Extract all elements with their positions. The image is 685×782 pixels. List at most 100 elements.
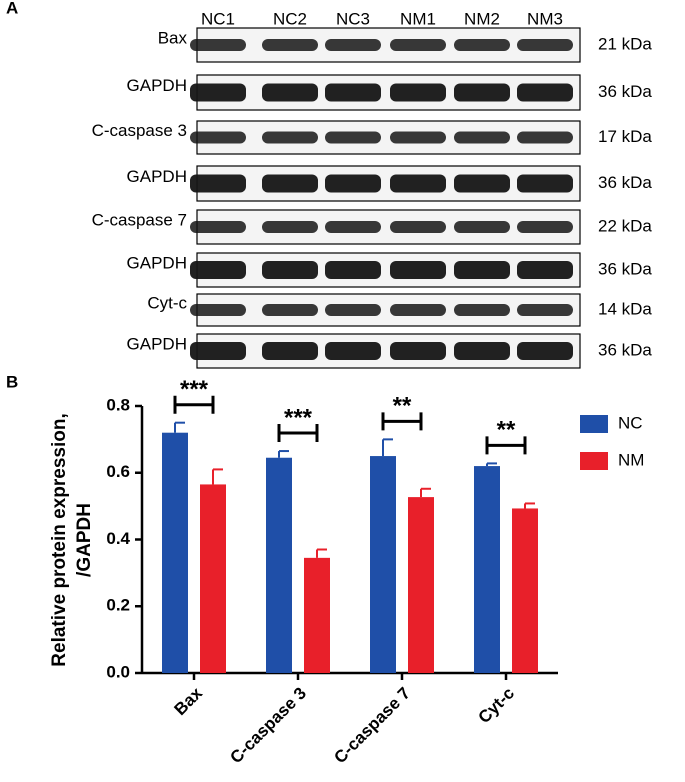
significance-label: ** <box>393 393 412 420</box>
band <box>190 83 246 102</box>
band <box>517 83 573 102</box>
bar <box>304 557 330 673</box>
significance-label: *** <box>284 404 313 431</box>
y-tick-label: 0.4 <box>106 529 130 548</box>
x-tick-label: C-caspase 7 <box>330 684 414 768</box>
y-tick-label: 0.0 <box>106 662 130 681</box>
band <box>390 304 446 316</box>
y-tick-label: 0.6 <box>106 462 130 481</box>
row-label: Cyt-c <box>147 293 187 312</box>
lane-label: NC2 <box>273 9 307 28</box>
band <box>454 174 510 193</box>
y-tick-label: 0.2 <box>106 596 130 615</box>
significance-bracket <box>277 424 319 443</box>
panel-label: B <box>6 372 18 391</box>
band <box>190 39 246 51</box>
band <box>517 221 573 233</box>
row-label: C-caspase 7 <box>92 210 187 229</box>
band <box>325 83 381 102</box>
lane-label: NM2 <box>464 9 500 28</box>
band <box>190 131 246 144</box>
band <box>454 221 510 233</box>
row-label: GAPDH <box>127 334 187 353</box>
blot <box>196 209 581 245</box>
band <box>517 304 573 316</box>
weight-label: 36 kDa <box>598 173 652 192</box>
band <box>517 131 573 144</box>
legend-label: NC <box>618 413 643 432</box>
band <box>454 39 510 51</box>
band <box>390 131 446 144</box>
weight-label: 14 kDa <box>598 299 652 318</box>
band <box>262 39 318 51</box>
blot <box>196 165 581 202</box>
band <box>390 83 446 102</box>
bar <box>200 484 226 673</box>
lane-label: NM1 <box>400 9 436 28</box>
band <box>325 342 381 360</box>
band <box>390 174 446 193</box>
band <box>390 39 446 51</box>
blot <box>196 120 581 155</box>
band <box>190 174 246 193</box>
y-axis-label-line: Relative protein expression, <box>49 413 70 666</box>
band <box>390 342 446 360</box>
band <box>325 39 381 51</box>
significance-label: *** <box>180 376 209 403</box>
band <box>262 174 318 193</box>
band <box>454 131 510 144</box>
band <box>454 83 510 102</box>
y-tick-label: 0.8 <box>106 395 130 414</box>
significance-bracket <box>381 412 423 431</box>
bar <box>266 457 292 673</box>
band <box>390 221 446 233</box>
row-label: Bax <box>158 28 188 47</box>
significance-bracket <box>173 395 215 414</box>
band <box>454 261 510 279</box>
y-axis-label-line: /GAPDH <box>74 503 95 577</box>
weight-label: 21 kDa <box>598 34 652 53</box>
band <box>325 221 381 233</box>
row-label: GAPDH <box>127 167 187 186</box>
weight-label: 36 kDa <box>598 340 652 359</box>
band <box>262 221 318 233</box>
legend-swatch <box>580 415 608 433</box>
blot <box>196 27 581 63</box>
band <box>517 174 573 193</box>
x-tick-label: C-caspase 3 <box>226 684 310 768</box>
band <box>325 261 381 279</box>
row-label: GAPDH <box>127 253 187 272</box>
bar <box>370 456 396 673</box>
y-axis-label: Relative protein expression,/GAPDH <box>49 413 95 666</box>
x-tick-label: Cyt-c <box>475 684 518 727</box>
significance-label: ** <box>497 417 516 444</box>
band <box>454 304 510 316</box>
blot <box>196 293 581 327</box>
panel-label: A <box>6 0 18 17</box>
x-tick-label: Bax <box>171 683 207 719</box>
legend-label: NM <box>618 450 644 469</box>
band <box>190 261 246 279</box>
row-label: C-caspase 3 <box>92 121 187 140</box>
band <box>517 261 573 279</box>
weight-label: 17 kDa <box>598 127 652 146</box>
bar <box>512 508 538 673</box>
legend-swatch <box>580 452 608 470</box>
band <box>262 261 318 279</box>
band <box>454 342 510 360</box>
band <box>390 261 446 279</box>
lane-label: NM3 <box>527 9 563 28</box>
bar <box>162 432 188 673</box>
band <box>325 304 381 316</box>
band <box>262 83 318 102</box>
band <box>517 39 573 51</box>
band <box>325 174 381 193</box>
band <box>262 131 318 144</box>
band <box>262 304 318 316</box>
bar <box>408 497 434 673</box>
band <box>517 342 573 360</box>
bar <box>474 466 500 673</box>
significance-bracket <box>485 436 527 455</box>
weight-label: 36 kDa <box>598 259 652 278</box>
